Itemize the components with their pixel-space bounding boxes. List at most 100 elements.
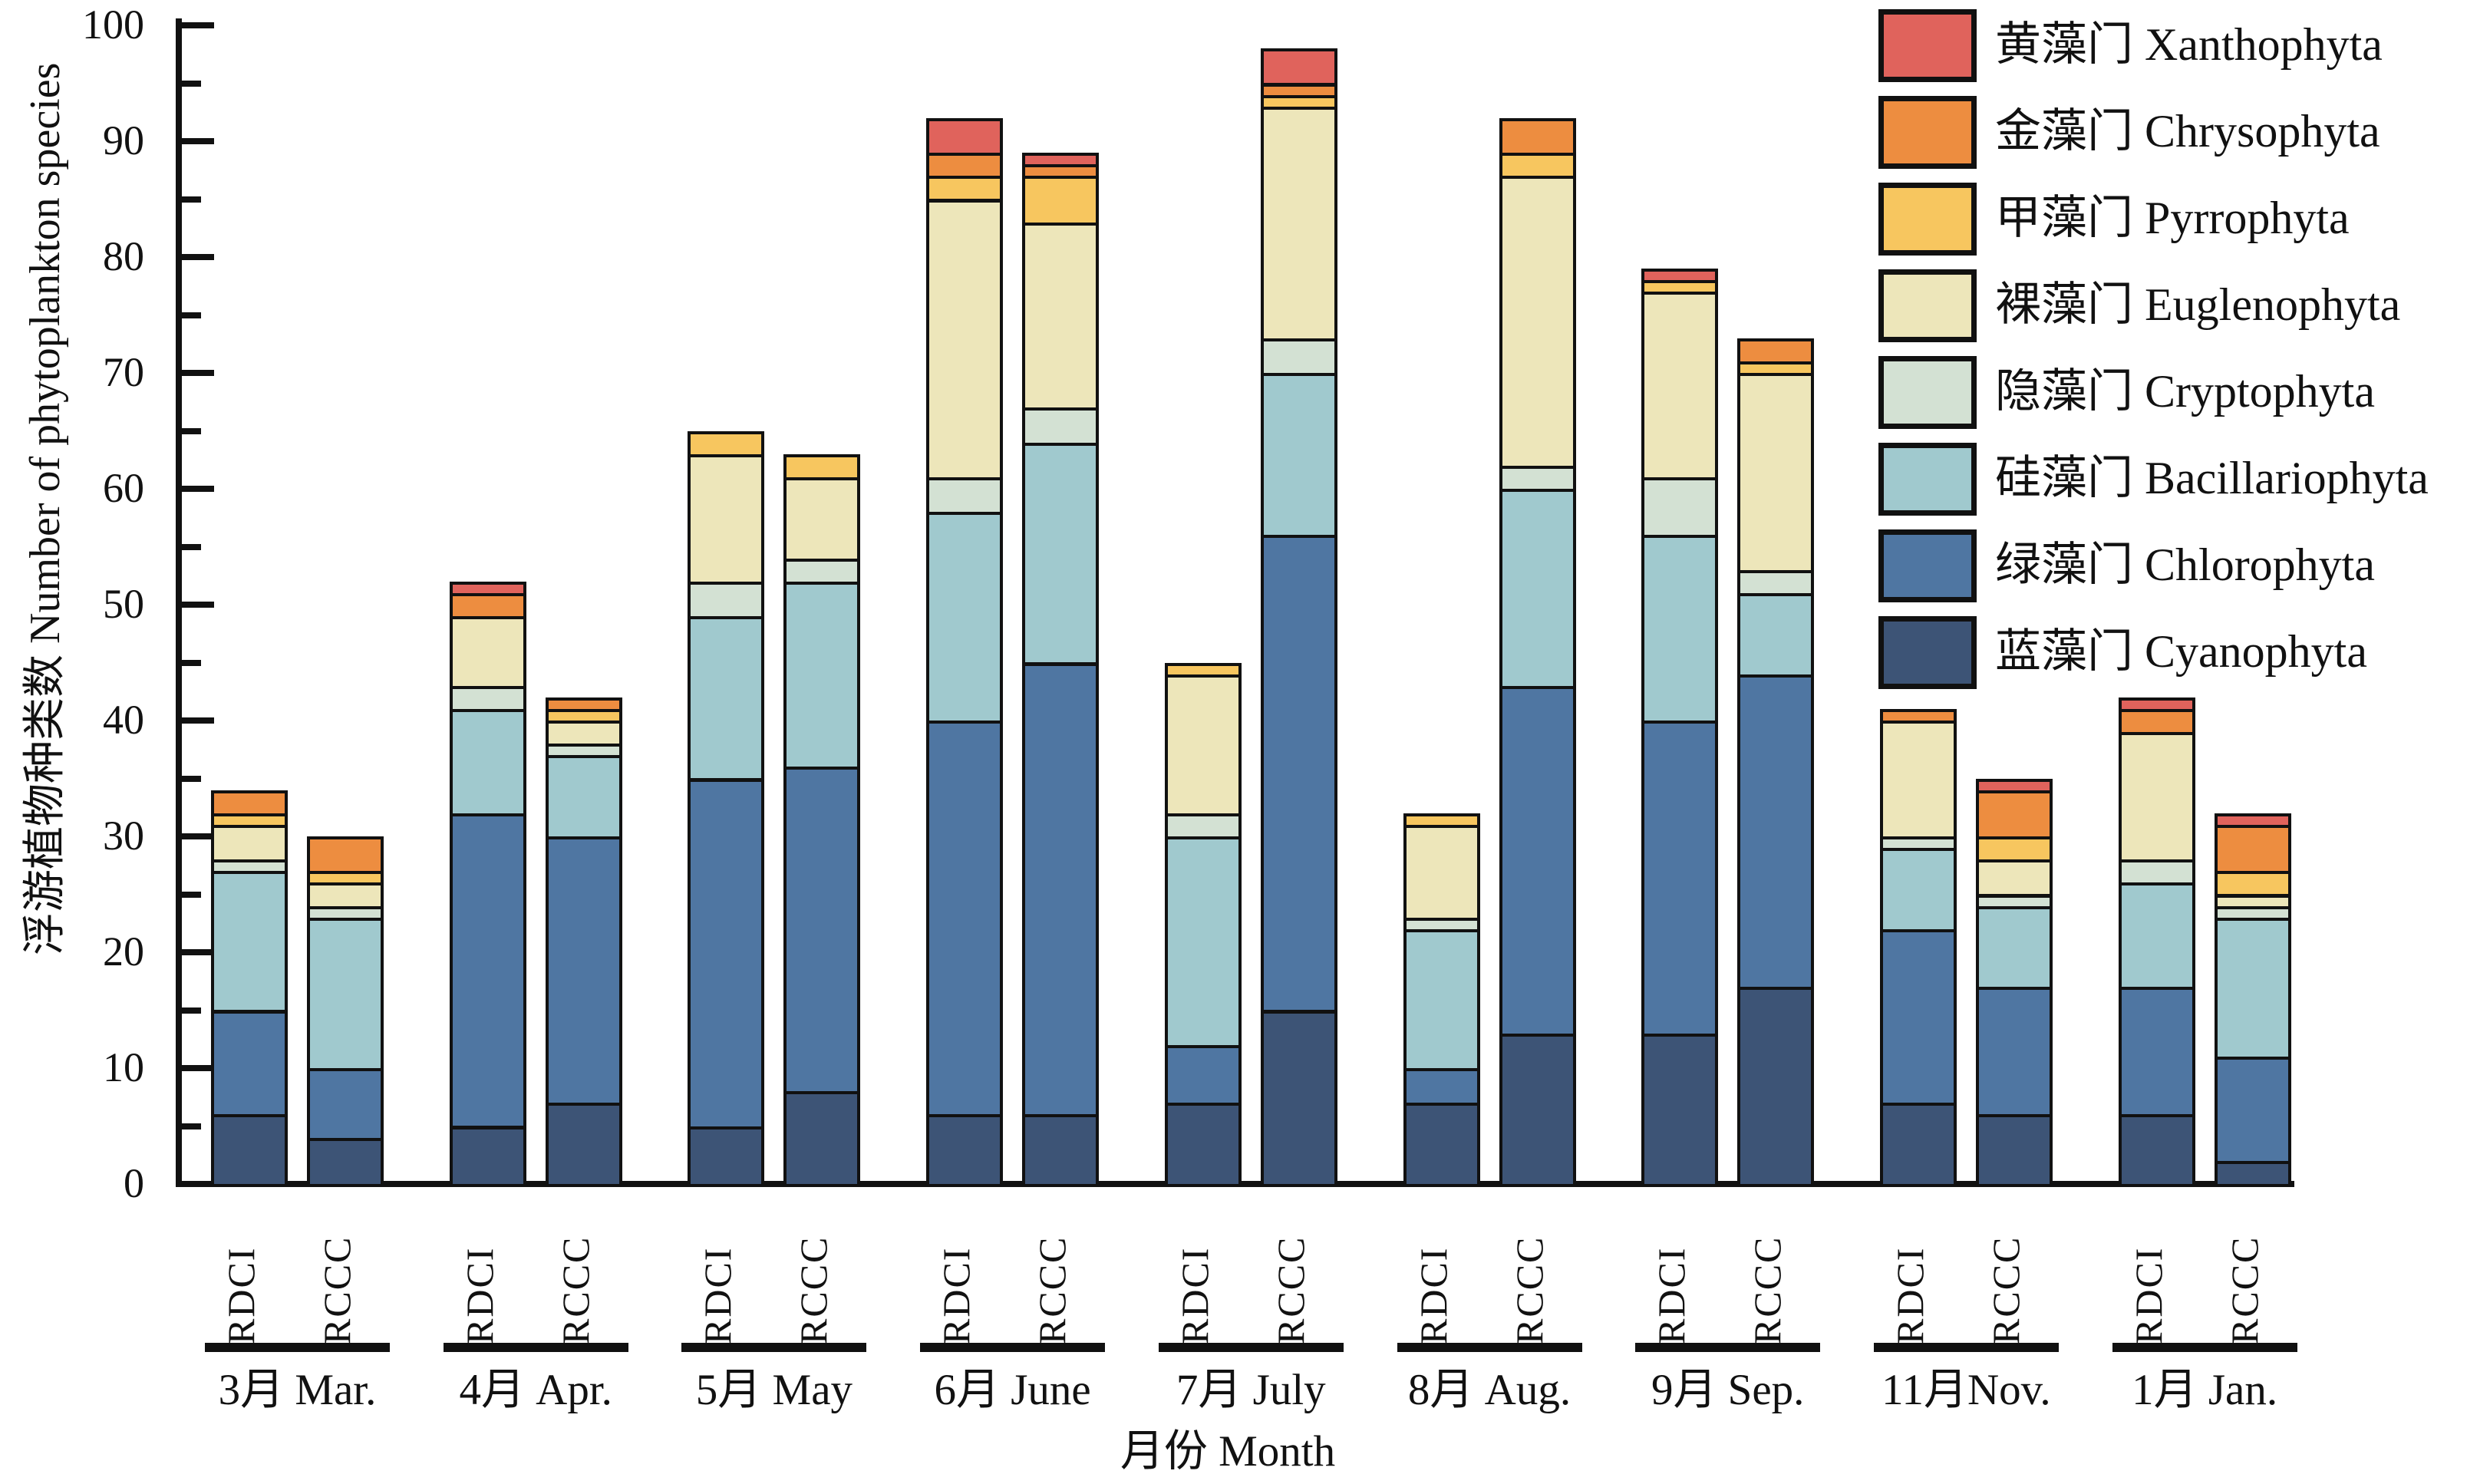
- bar-segment-cyanophyta-rdci: [2118, 1114, 2195, 1187]
- legend-swatch-pyrrophyta: [1878, 183, 1977, 256]
- bar-label-rccc: RCCC: [1268, 1235, 1312, 1344]
- bar-label-rdci: RDCI: [2126, 1246, 2170, 1344]
- y-minor-tick: [180, 659, 201, 666]
- bar-segment-bacillariophyta-rccc: [1737, 592, 1815, 678]
- bar-segment-chrysophyta-rccc: [307, 836, 384, 875]
- bar-segment-cyanophyta-rdci: [688, 1126, 765, 1187]
- legend-swatch-bacillariophyta: [1878, 443, 1977, 516]
- legend-item-pyrrophyta: 甲藻门 Pyrrophyta: [1878, 183, 2485, 256]
- y-major-tick: [180, 254, 214, 260]
- y-major-tick: [180, 22, 214, 28]
- month-label: 11月Nov.: [1882, 1366, 2051, 1414]
- bar-segment-xanthophyta-rdci: [1641, 269, 1719, 284]
- bar-segment-cryptophyta-rccc: [1737, 569, 1815, 596]
- bar-segment-chlorophyta-rdci: [926, 721, 1004, 1118]
- bar-segment-euglenophyta-rdci: [1641, 292, 1719, 480]
- y-minor-tick: [180, 427, 201, 434]
- y-minor-tick: [180, 891, 201, 898]
- month-group-line: [1635, 1343, 1821, 1352]
- bar-segment-xanthophyta-rccc: [1260, 48, 1337, 87]
- bar-segment-bacillariophyta-rdci: [2118, 882, 2195, 991]
- bar-label-rccc: RCCC: [792, 1235, 836, 1344]
- bar-segment-xanthophyta-rdci: [926, 117, 1004, 157]
- month-label: 5月 May: [695, 1366, 853, 1414]
- y-major-tick: [180, 602, 214, 608]
- bar-segment-cryptophyta-rccc: [1260, 338, 1337, 376]
- month-group-line: [443, 1343, 628, 1352]
- bar-segment-cyanophyta-rdci: [1403, 1103, 1480, 1187]
- bar-label-rdci: RDCI: [1888, 1246, 1931, 1344]
- y-minor-tick: [180, 312, 201, 318]
- bar-segment-xanthophyta-rccc: [1975, 778, 2053, 793]
- legend-swatch-chrysophyta: [1878, 96, 1977, 169]
- bar-segment-cyanophyta-rdci: [1641, 1033, 1719, 1187]
- bar-segment-bacillariophyta-rdci: [1641, 535, 1719, 724]
- bar-segment-pyrrophyta-rccc: [1975, 836, 2053, 863]
- bar-segment-chlorophyta-rdci: [1641, 721, 1719, 1037]
- bar-segment-chrysophyta-rdci: [449, 592, 526, 620]
- bar-segment-euglenophyta-rdci: [2118, 732, 2195, 863]
- bar-segment-bacillariophyta-rdci: [926, 512, 1004, 724]
- y-minor-tick: [180, 80, 201, 87]
- bar-segment-chrysophyta-rdci: [926, 153, 1004, 180]
- bar-segment-cyanophyta-rccc: [1022, 1114, 1100, 1187]
- bar-segment-bacillariophyta-rdci: [449, 708, 526, 816]
- bar-segment-cyanophyta-rccc: [783, 1091, 861, 1187]
- y-tick-label: 0: [124, 1160, 144, 1206]
- bar-segment-cryptophyta-rdci: [449, 685, 526, 712]
- bar-segment-cryptophyta-rdci: [1164, 813, 1242, 839]
- bar-segment-chrysophyta-rccc: [1737, 338, 1815, 364]
- legend-label: 隐藻门 Cryptophyta: [1995, 366, 2375, 417]
- y-tick-label: 60: [103, 465, 144, 511]
- month-group-line: [1397, 1343, 1582, 1352]
- bar-segment-cyanophyta-rdci: [449, 1126, 526, 1187]
- bar-segment-xanthophyta-rdci: [449, 581, 526, 596]
- y-tick-label: 100: [82, 2, 144, 48]
- y-tick-label: 10: [103, 1044, 144, 1090]
- bar-segment-euglenophyta-rdci: [449, 616, 526, 689]
- y-tick-label: 40: [103, 697, 144, 743]
- bar-segment-bacillariophyta-rccc: [783, 581, 861, 770]
- bar-segment-chrysophyta-rdci: [2118, 708, 2195, 736]
- bar-segment-pyrrophyta-rdci: [1403, 813, 1480, 828]
- month-label: 4月 Apr.: [459, 1366, 612, 1414]
- month-label: 1月 Jan.: [2132, 1366, 2278, 1414]
- y-tick-label: 70: [103, 349, 144, 395]
- legend-swatch-cryptophyta: [1878, 356, 1977, 429]
- bar-segment-euglenophyta-rccc: [1260, 106, 1337, 341]
- legend-label: 绿藻门 Chlorophyta: [1995, 539, 2375, 590]
- bar-segment-euglenophyta-rdci: [1879, 721, 1957, 839]
- y-major-tick: [180, 486, 214, 492]
- bar-segment-chlorophyta-rdci: [449, 813, 526, 1129]
- bar-label-rdci: RDCI: [696, 1246, 740, 1344]
- bar-segment-euglenophyta-rccc: [307, 882, 384, 909]
- bar-segment-bacillariophyta-rccc: [2214, 917, 2291, 1060]
- bar-segment-cyanophyta-rdci: [211, 1114, 288, 1187]
- bar-segment-bacillariophyta-rccc: [1975, 905, 2053, 991]
- bar-segment-euglenophyta-rdci: [688, 453, 765, 585]
- bar-segment-euglenophyta-rdci: [211, 824, 288, 863]
- bar-segment-euglenophyta-rccc: [1022, 222, 1100, 411]
- bar-segment-bacillariophyta-rdci: [1164, 836, 1242, 1048]
- bar-segment-cyanophyta-rccc: [307, 1137, 384, 1187]
- bar-segment-chlorophyta-rccc: [545, 836, 622, 1106]
- bar-label-rccc: RCCC: [1031, 1235, 1074, 1344]
- bar-segment-cryptophyta-rccc: [1022, 407, 1100, 446]
- bar-segment-pyrrophyta-rccc: [783, 453, 861, 480]
- bar-label-rdci: RDCI: [219, 1246, 262, 1344]
- legend-item-chlorophyta: 绿藻门 Chlorophyta: [1878, 529, 2485, 603]
- month-label: 7月 July: [1176, 1366, 1326, 1414]
- month-label: 9月 Sep.: [1651, 1366, 1805, 1414]
- bar-segment-chlorophyta-rccc: [1737, 674, 1815, 991]
- y-major-tick: [180, 833, 214, 839]
- bar-segment-pyrrophyta-rccc: [2214, 871, 2291, 898]
- bar-segment-cryptophyta-rdci: [926, 477, 1004, 516]
- bar-segment-bacillariophyta-rccc: [1499, 489, 1576, 689]
- bar-segment-euglenophyta-rccc: [1737, 373, 1815, 573]
- month-label: 8月 Aug.: [1407, 1366, 1572, 1414]
- month-group-line: [2112, 1343, 2297, 1352]
- bar-segment-euglenophyta-rdci: [1403, 824, 1480, 921]
- bar-label-rdci: RDCI: [1411, 1246, 1455, 1344]
- bar-segment-chrysophyta-rccc: [1499, 117, 1576, 157]
